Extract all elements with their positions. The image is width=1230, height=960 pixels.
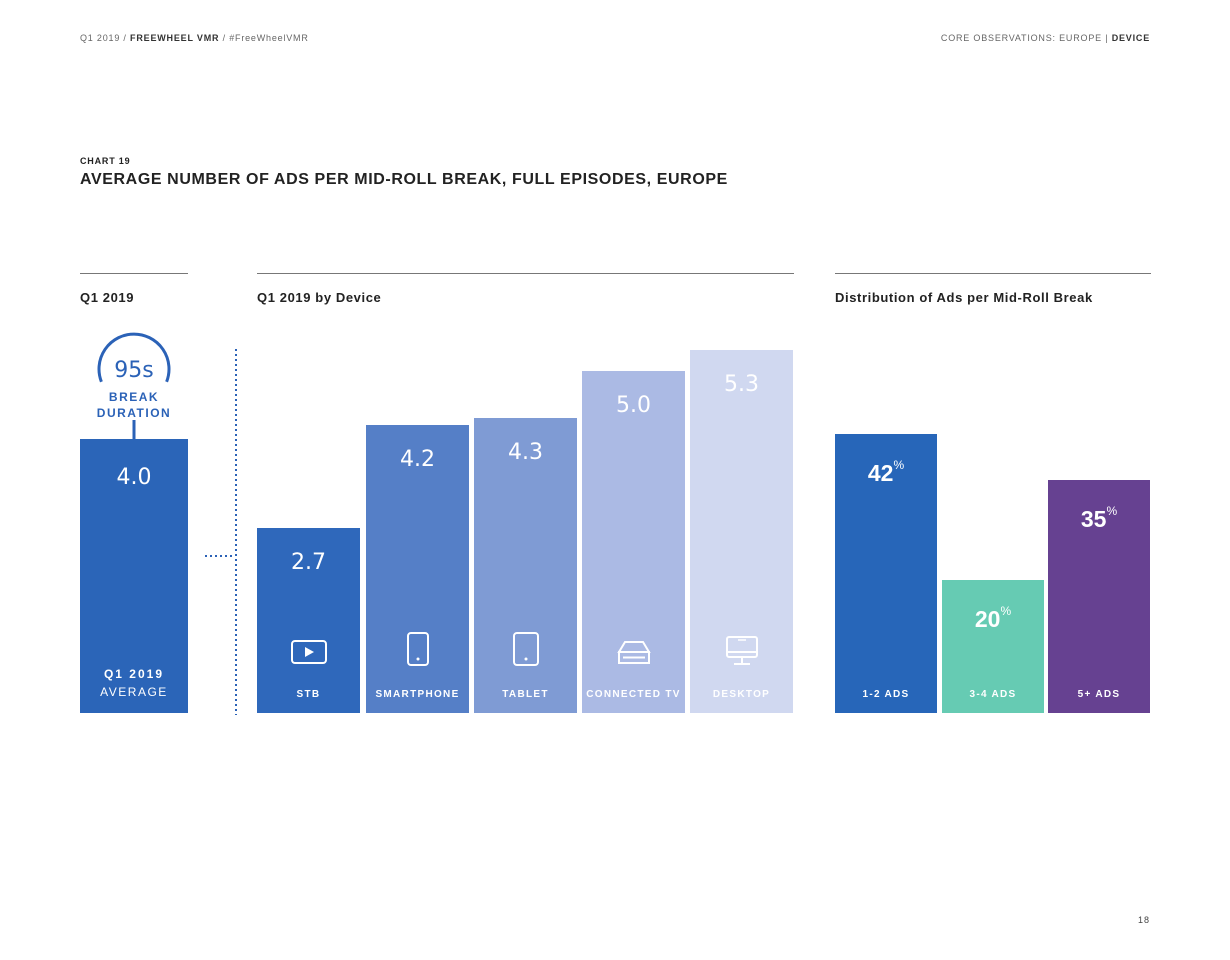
chart-title: AVERAGE NUMBER OF ADS PER MID-ROLL BREAK… — [80, 171, 728, 188]
bar-value-label: 42% — [835, 458, 937, 487]
bar-connected-tv: 5.0 CONNECTED TV — [582, 371, 685, 713]
panel-title-distribution: Distribution of Ads per Mid-Roll Break — [835, 290, 1093, 305]
panel-rule-average — [80, 273, 188, 274]
bar-stb: 2.7 STB — [257, 528, 360, 713]
tablet-icon — [512, 632, 539, 666]
panel-rule-device — [257, 273, 794, 274]
bar-value-number: 35 — [1080, 506, 1107, 532]
bar-value-label: 20% — [942, 604, 1044, 633]
header-right: CORE OBSERVATIONS: EUROPE | DEVICE — [941, 33, 1150, 43]
bar-desktop: 5.3 DESKTOP — [690, 350, 793, 713]
header-hashtag: / #FreeWheelVMR — [222, 33, 309, 43]
stb-icon — [290, 640, 327, 664]
bar-category-label-line1: Q1 2019 — [103, 667, 165, 681]
bar-smartphone: 4.2 SMARTPHONE — [366, 425, 469, 713]
chart-number: CHART 19 — [80, 156, 131, 166]
percent-sign: % — [1106, 504, 1118, 518]
bar-value-number: 42 — [867, 460, 894, 486]
bar-category-label: 1-2 ADS — [862, 689, 910, 700]
bar-category-label: STB — [296, 689, 321, 700]
bar-category-label: 5+ ADS — [1077, 689, 1121, 700]
bar-value-label: 5.3 — [724, 372, 759, 397]
break-duration-value: 95s — [114, 358, 154, 383]
bar-q1-2019-average: 4.0 Q1 2019 AVERAGE — [80, 439, 188, 713]
page-number: 18 — [1137, 915, 1150, 925]
bar-3-4-ads: 20% 3-4 ADS — [942, 580, 1044, 713]
header-left: Q1 2019 / FREEWHEEL VMR / #FreeWheelVMR — [80, 33, 309, 43]
header-topic: DEVICE — [1111, 33, 1150, 43]
header-section: CORE OBSERVATIONS: EUROPE | — [940, 33, 1109, 43]
bar-value-label: 4.3 — [508, 440, 543, 465]
bar-tablet: 4.3 TABLET — [474, 418, 577, 713]
bar-connector — [205, 349, 237, 715]
panel-title-device: Q1 2019 by Device — [257, 290, 382, 305]
bar-value-number: 20 — [974, 606, 1001, 632]
header-period: Q1 2019 / — [80, 33, 127, 43]
bar-value-label: 5.0 — [616, 393, 651, 418]
bar-value-label: 35% — [1048, 504, 1150, 533]
bar-category-label: SMARTPHONE — [375, 689, 460, 700]
connected-tv-icon — [616, 641, 651, 664]
percent-sign: % — [893, 458, 905, 472]
bar-category-label: TABLET — [502, 689, 549, 700]
bar-category-label-line2: AVERAGE — [100, 685, 168, 699]
panel-title-average: Q1 2019 — [80, 290, 135, 305]
bar-1-2-ads: 42% 1-2 ADS — [835, 434, 937, 713]
bar-category-label: DESKTOP — [712, 689, 771, 700]
bar-value-label: 4.0 — [116, 465, 152, 490]
smartphone-icon — [406, 632, 429, 666]
desktop-icon — [725, 636, 758, 665]
panel-rule-distribution — [835, 273, 1151, 274]
break-duration-label-line2: DURATION — [96, 406, 172, 420]
bar-category-label: 3-4 ADS — [969, 689, 1017, 700]
percent-sign: % — [1000, 604, 1012, 618]
bar-5-plus-ads: 35% 5+ ADS — [1048, 480, 1150, 713]
bar-category-label: CONNECTED TV — [586, 689, 681, 700]
break-duration-label-line1: BREAK — [108, 390, 160, 404]
bar-value-label: 4.2 — [400, 447, 435, 472]
header-brand: FREEWHEEL VMR — [130, 33, 220, 43]
bar-value-label: 2.7 — [291, 550, 326, 575]
